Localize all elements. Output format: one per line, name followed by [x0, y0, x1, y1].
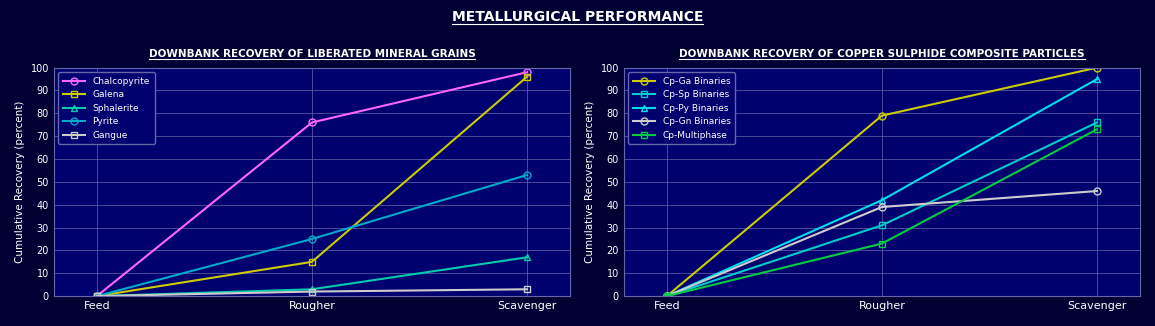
Cp-Ga Binaries	[1090, 66, 1104, 69]
Chalcopyrite	[520, 70, 534, 74]
Cp-Multiphase	[660, 294, 673, 298]
Legend: Cp-Ga Binaries, Cp-Sp Binaries, Cp-Py Binaries, Cp-Gn Binaries, Cp-Multiphase: Cp-Ga Binaries, Cp-Sp Binaries, Cp-Py Bi…	[628, 72, 735, 144]
Sphalerite	[90, 294, 104, 298]
Line: Cp-Multiphase: Cp-Multiphase	[663, 126, 1101, 300]
Cp-Gn Binaries	[875, 205, 889, 209]
Cp-Ga Binaries	[875, 114, 889, 118]
Sphalerite	[520, 255, 534, 259]
Gangue	[90, 294, 104, 298]
Gangue	[520, 287, 534, 291]
Cp-Multiphase	[875, 242, 889, 245]
Galena	[520, 75, 534, 79]
Chalcopyrite	[305, 121, 319, 125]
Line: Chalcopyrite: Chalcopyrite	[94, 69, 530, 300]
Cp-Sp Binaries	[660, 294, 673, 298]
Cp-Gn Binaries	[1090, 189, 1104, 193]
Line: Cp-Gn Binaries: Cp-Gn Binaries	[663, 187, 1101, 300]
Cp-Sp Binaries	[875, 223, 889, 227]
Cp-Ga Binaries	[660, 294, 673, 298]
Line: Cp-Sp Binaries: Cp-Sp Binaries	[663, 119, 1101, 300]
Line: Gangue: Gangue	[94, 286, 530, 300]
Cp-Sp Binaries	[1090, 121, 1104, 125]
Cp-Py Binaries	[875, 198, 889, 202]
Pyrite	[305, 237, 319, 241]
Y-axis label: Cumulative Recovery (percent): Cumulative Recovery (percent)	[15, 101, 25, 263]
Chalcopyrite	[90, 294, 104, 298]
Cp-Gn Binaries	[660, 294, 673, 298]
Galena	[305, 260, 319, 264]
Line: Cp-Ga Binaries: Cp-Ga Binaries	[663, 64, 1101, 300]
Text: DOWNBANK RECOVERY OF COPPER SULPHIDE COMPOSITE PARTICLES: DOWNBANK RECOVERY OF COPPER SULPHIDE COM…	[679, 49, 1085, 58]
Line: Sphalerite: Sphalerite	[94, 254, 530, 300]
Sphalerite	[305, 287, 319, 291]
Text: METALLURGICAL PERFORMANCE: METALLURGICAL PERFORMANCE	[452, 10, 703, 24]
Line: Cp-Py Binaries: Cp-Py Binaries	[663, 76, 1101, 300]
Cp-Py Binaries	[660, 294, 673, 298]
Line: Galena: Galena	[94, 73, 530, 300]
Pyrite	[520, 173, 534, 177]
Galena	[90, 294, 104, 298]
Cp-Py Binaries	[1090, 77, 1104, 81]
Cp-Multiphase	[1090, 127, 1104, 131]
Line: Pyrite: Pyrite	[94, 171, 530, 300]
Gangue	[305, 289, 319, 293]
Pyrite	[90, 294, 104, 298]
Text: DOWNBANK RECOVERY OF LIBERATED MINERAL GRAINS: DOWNBANK RECOVERY OF LIBERATED MINERAL G…	[149, 49, 475, 58]
Y-axis label: Cumulative Recovery (percent): Cumulative Recovery (percent)	[584, 101, 595, 263]
Legend: Chalcopyrite, Galena, Sphalerite, Pyrite, Gangue: Chalcopyrite, Galena, Sphalerite, Pyrite…	[58, 72, 155, 144]
